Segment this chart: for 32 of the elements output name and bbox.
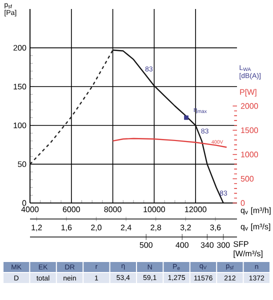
x2-tick-label: 1,6 [61,224,72,232]
y-tick-label: 150 [14,84,26,90]
x-axis-title: q$_{v}$ [m³/h] [240,207,271,215]
text: 300 [216,242,230,248]
line-series [112,138,228,148]
y-tick-label: 100 [14,122,26,128]
y-tick-label: 0 [22,200,26,206]
y2-tick-label: 1000 [241,152,258,158]
y2-tick-label: 500 [240,176,254,182]
x2-tick-label: 2,8 [150,224,162,232]
x-tick-label: 12000 [185,206,206,212]
x-tick-label: 6000 [62,206,80,212]
text: 400 [176,242,189,248]
text: 340 [200,242,214,248]
x-tick-label: 4000 [21,206,39,212]
y-tick-label: 50 [18,161,26,168]
text: SFP [W/m³/s] [234,241,262,258]
y-tick-label: 200 [14,44,26,51]
x-tick-label: 10000 [144,206,165,212]
x2-axis-title: q$_{v}$ [m³/s] [240,224,270,231]
x2-tick-label: 3,6 [210,224,221,232]
y2-tick-label: 1500 [241,127,258,134]
y2-axis-title: P[W] [240,89,256,96]
y2-tick-label: 0 [240,200,245,206]
text: 500 [140,242,152,248]
x2-tick-label: 2,4 [120,224,132,232]
y2-tick-label: 2000 [240,103,258,109]
x2-tick-label: 3,2 [180,224,191,232]
x2-tick-label: 2,0 [91,224,102,232]
line-series [29,50,114,165]
x-tick-label: 8000 [104,206,122,212]
x2-tick-label: 1,2 [32,224,42,232]
